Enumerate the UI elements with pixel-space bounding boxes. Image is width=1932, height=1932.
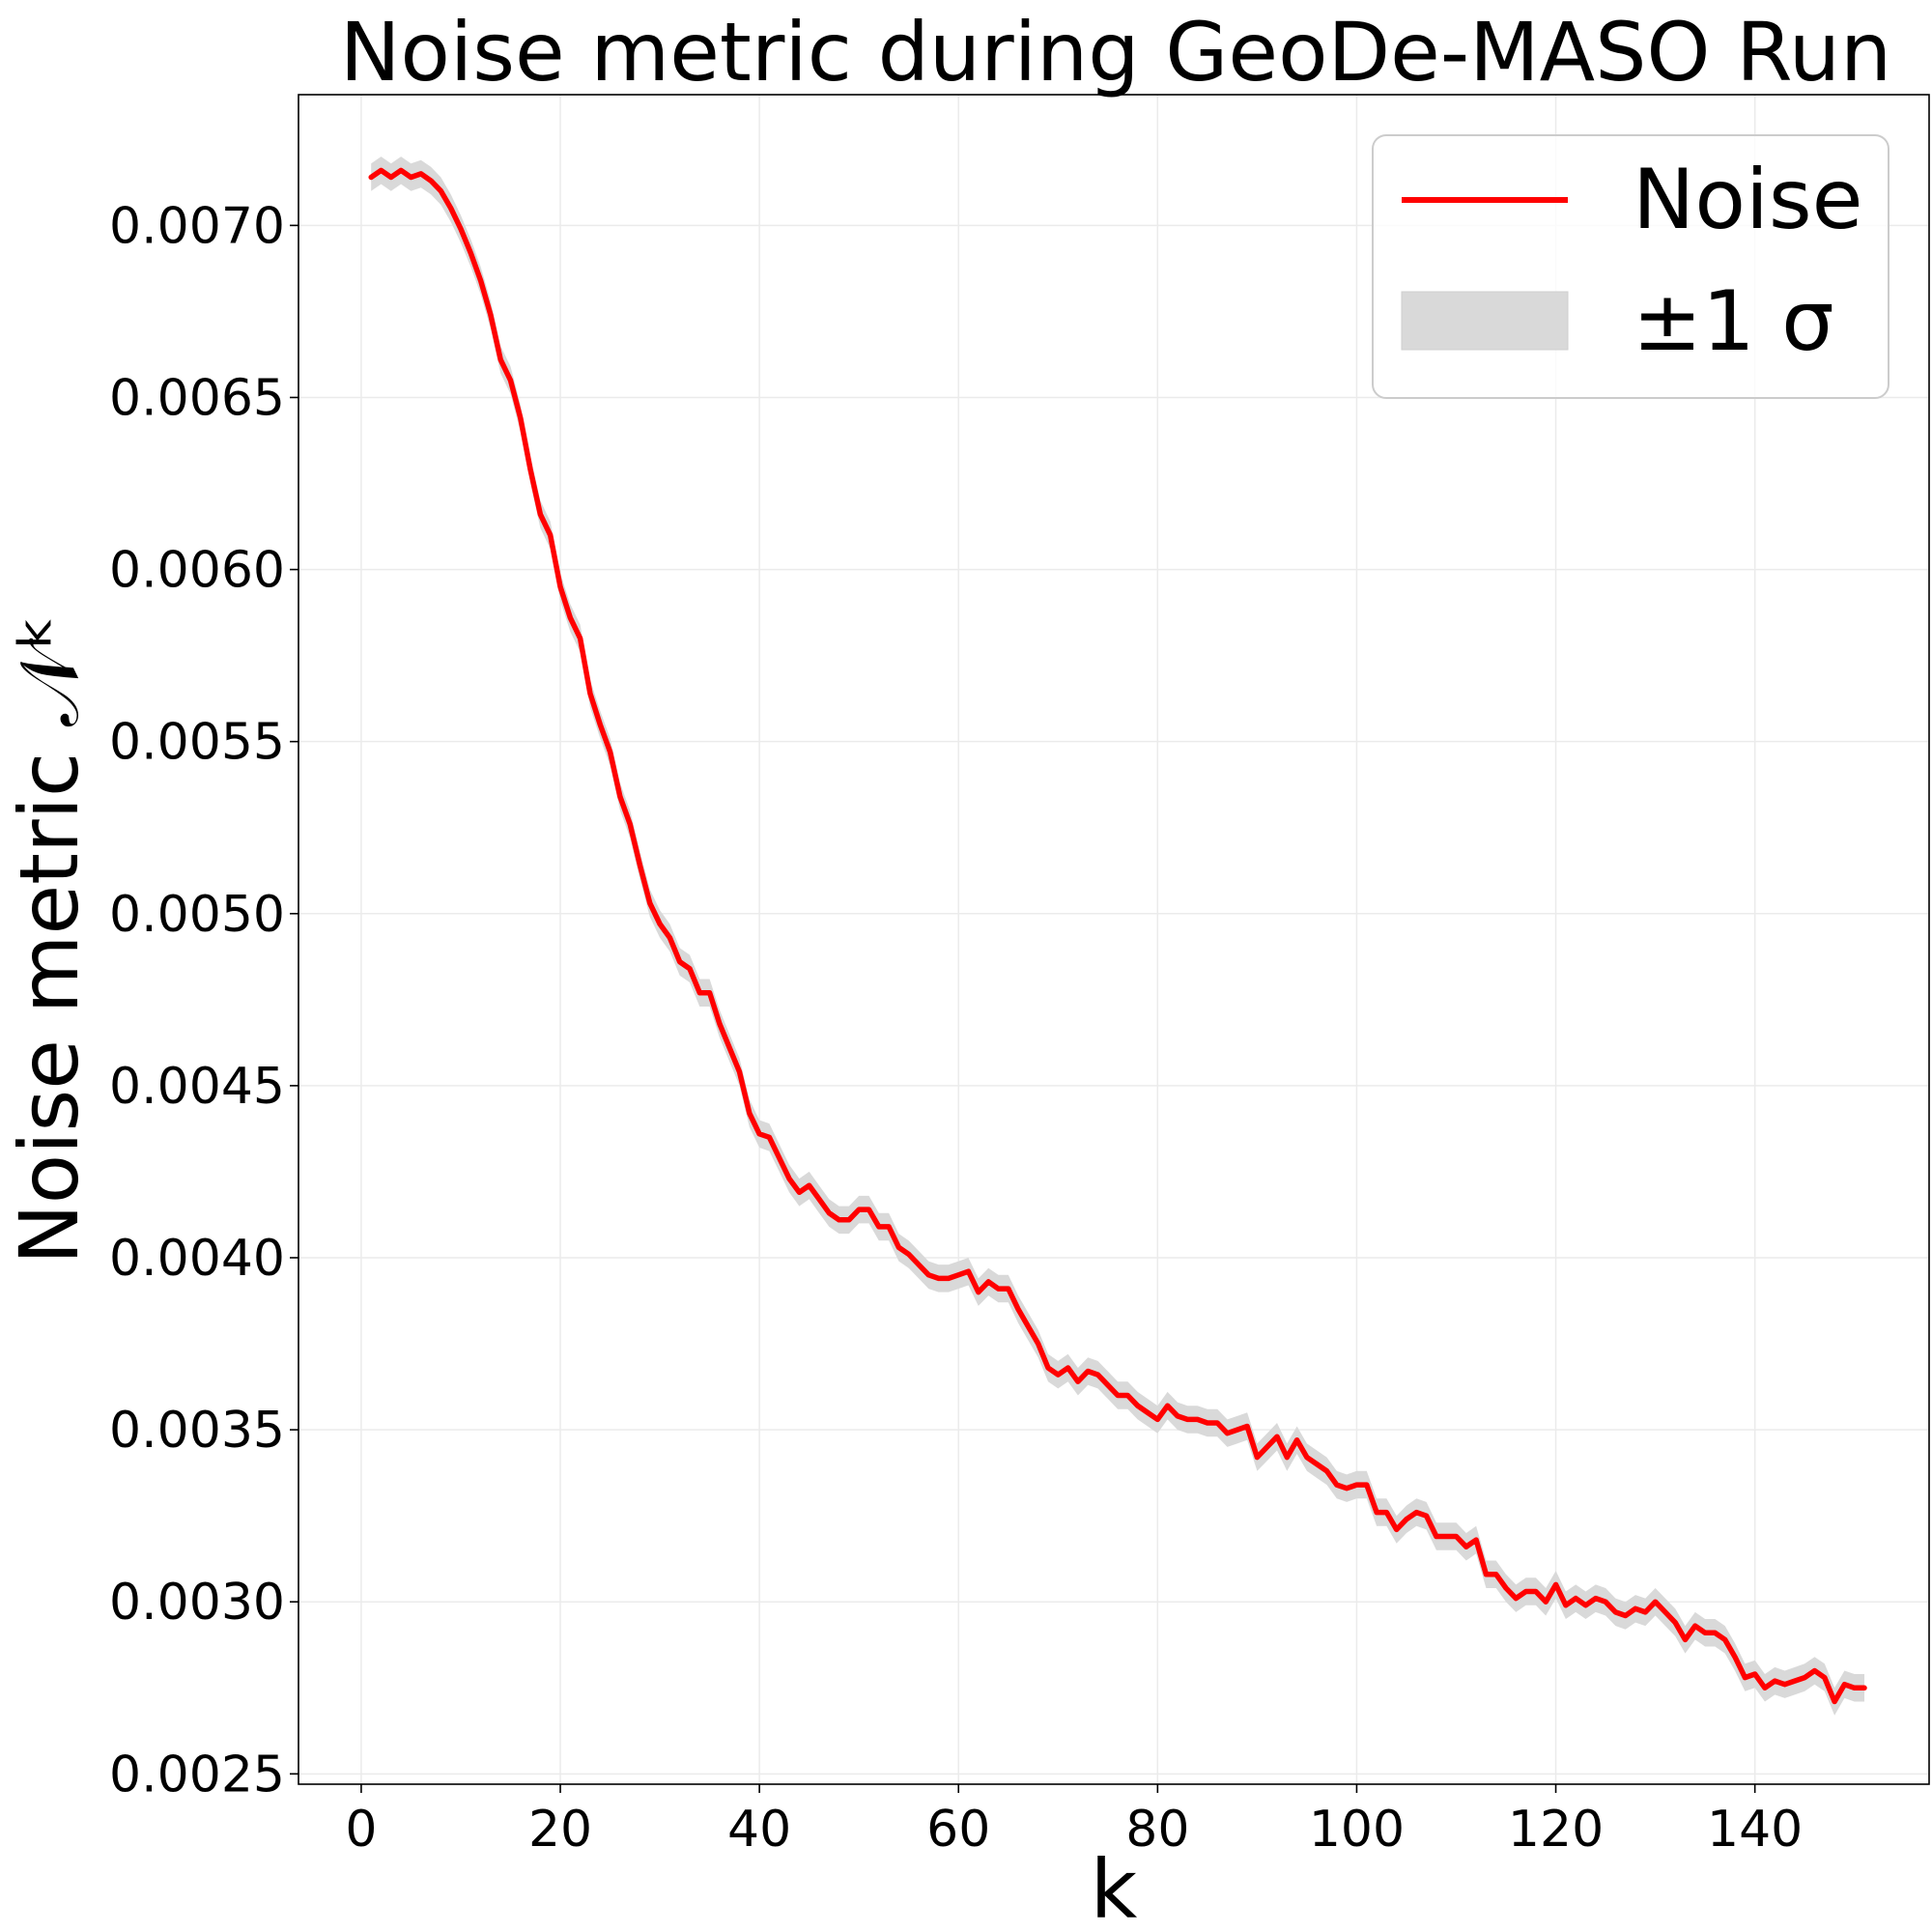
x-tick-label: 0 [345, 1801, 377, 1859]
x-tick-label: 40 [727, 1801, 791, 1859]
legend: Noise ±1 σ [1372, 134, 1889, 399]
y-axis-ticks: 0.0025 0.0030 0.0035 0.0040 0.0045 0.0050 0.00… [109, 197, 298, 1804]
noise-line [368, 167, 1867, 1705]
x-tick-label: 100 [1309, 1801, 1405, 1859]
y-tick-label: 0.0065 [109, 369, 285, 427]
legend-sigma-swatch [1401, 291, 1569, 351]
x-tick-label: 60 [926, 1801, 990, 1859]
y-tick-label: 0.0045 [109, 1058, 285, 1116]
y-tick-label: 0.0025 [109, 1746, 285, 1804]
plot-frame [298, 94, 1930, 1785]
y-tick-label: 0.0050 [109, 886, 285, 944]
legend-sigma-label: ±1 σ [1633, 273, 1834, 370]
x-tick-label: 80 [1125, 1801, 1189, 1859]
y-tick-label: 0.0055 [109, 714, 285, 772]
y-axis-label: Noise metric 𝒩ᵏ [2, 614, 97, 1264]
y-tick-label: 0.0040 [109, 1230, 285, 1288]
y-tick-label: 0.0030 [109, 1574, 285, 1632]
y-tick-label: 0.0070 [109, 197, 285, 255]
x-axis-label: k [1091, 1842, 1138, 1932]
legend-noise-label: Noise [1633, 152, 1863, 248]
x-tick-label: 20 [528, 1801, 592, 1859]
x-axis-ticks: 0 20 40 60 80 100 120 140 [345, 1784, 1803, 1859]
noise-series-line [368, 167, 1867, 1705]
x-tick-label: 140 [1707, 1801, 1803, 1859]
x-tick-label: 120 [1508, 1801, 1604, 1859]
y-tick-label: 0.0035 [109, 1402, 285, 1460]
y-tick-label: 0.0060 [109, 542, 285, 600]
chart-title: Noise metric during GeoDe-MASO Run [339, 5, 1892, 99]
